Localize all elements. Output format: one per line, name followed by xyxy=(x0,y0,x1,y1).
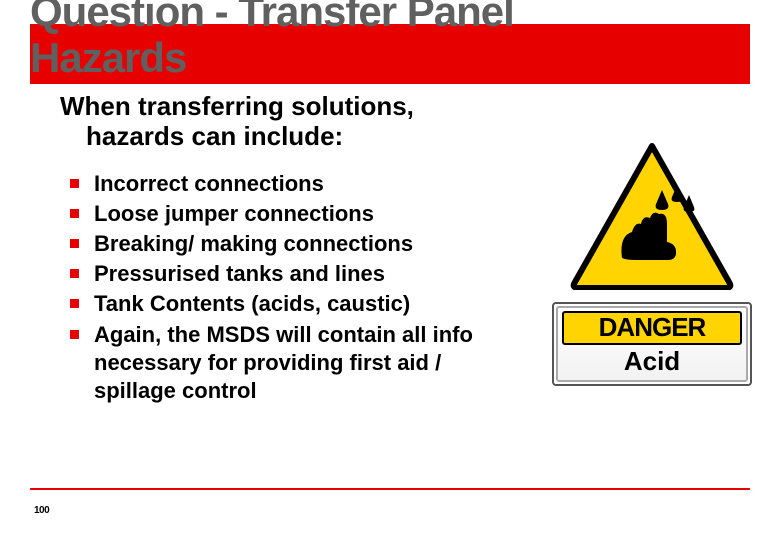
danger-word: DANGER xyxy=(562,311,742,345)
list-item: Loose jumper connections xyxy=(70,200,500,228)
list-item: Again, the MSDS will contain all info ne… xyxy=(70,321,500,405)
subheading: When transferring solutions, hazards can… xyxy=(60,92,500,152)
bottom-divider xyxy=(30,488,750,490)
title-line2: Hazards xyxy=(30,34,186,82)
subhead-l2: hazards can include: xyxy=(60,122,500,152)
bullet-list: Incorrect connections Loose jumper conne… xyxy=(60,170,500,405)
list-item: Incorrect connections xyxy=(70,170,500,198)
page-number: 100 xyxy=(34,505,49,516)
subhead-l1: When transferring solutions, xyxy=(60,91,414,121)
acid-word: Acid xyxy=(558,347,746,376)
danger-acid-sign: DANGER Acid xyxy=(552,302,752,386)
title-text-1: Question - Transfer Panel xyxy=(30,0,514,35)
corrosive-warning-icon xyxy=(567,140,737,290)
list-item: Pressurised tanks and lines xyxy=(70,260,500,288)
danger-sign-inner: DANGER Acid xyxy=(556,306,748,382)
list-item: Tank Contents (acids, caustic) xyxy=(70,290,500,318)
slide: Question - Transfer Panel Hazards When t… xyxy=(0,0,780,540)
title-line1: Question - Transfer Panel xyxy=(30,0,514,34)
image-column: DANGER Acid xyxy=(542,140,762,386)
content-area: When transferring solutions, hazards can… xyxy=(60,92,500,407)
list-item: Breaking/ making connections xyxy=(70,230,500,258)
